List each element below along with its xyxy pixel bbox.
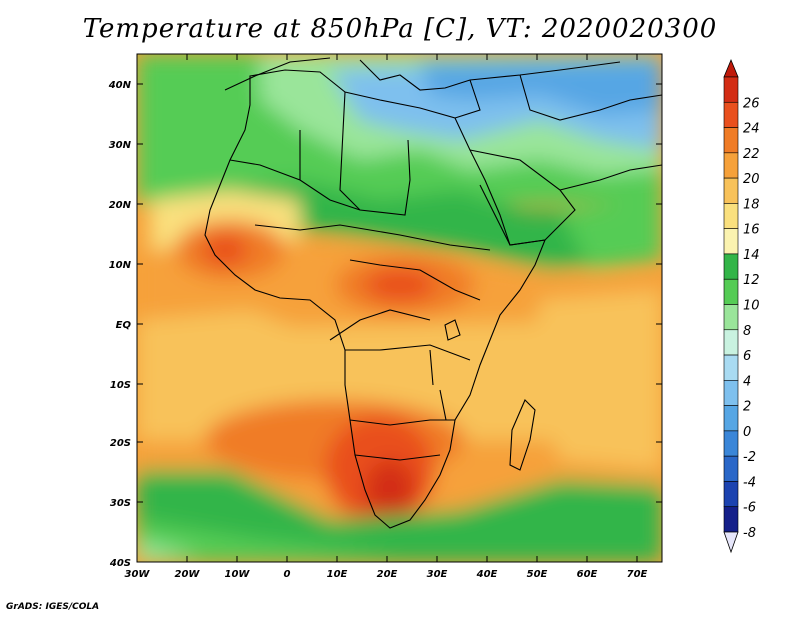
colorbar-swatch bbox=[723, 127, 739, 154]
colorbar-swatch bbox=[723, 380, 739, 406]
colorbar-swatch bbox=[723, 455, 739, 482]
colorbar-label: 10 bbox=[743, 299, 760, 314]
colorbar-label: -4 bbox=[743, 475, 756, 490]
colorbar-label: 24 bbox=[743, 122, 760, 137]
colorbar-label: 18 bbox=[743, 197, 760, 212]
colorbar-label: 14 bbox=[743, 248, 760, 263]
lon-label-10w: 10W bbox=[225, 569, 251, 580]
lat-label-40n: 40N bbox=[108, 80, 132, 91]
lon-label-30w: 30W bbox=[125, 569, 151, 580]
colorbar-label: 6 bbox=[743, 349, 751, 364]
lon-label-60e: 60E bbox=[577, 569, 598, 580]
lon-label-40e: 40E bbox=[476, 569, 498, 580]
lat-label-30n: 30N bbox=[109, 140, 132, 151]
map-title: Temperature at 850hPa [C], VT: 202002030… bbox=[82, 14, 718, 44]
grads-credit: GrADS: IGES/COLA bbox=[6, 602, 100, 612]
colorbar-label: 20 bbox=[743, 172, 760, 187]
colorbar-over-arrow bbox=[723, 58, 739, 78]
colorbar-swatch bbox=[723, 177, 739, 204]
lat-label-20s: 20S bbox=[110, 438, 131, 449]
lon-label-50e: 50E bbox=[527, 569, 548, 580]
colorbar-under-arrow bbox=[723, 531, 739, 554]
lon-label-70e: 70E bbox=[627, 569, 648, 580]
colorbar-swatch bbox=[723, 203, 739, 229]
lat-label-10n: 10N bbox=[109, 260, 132, 271]
colorbar-label: 16 bbox=[743, 223, 760, 238]
colorbar-label: 22 bbox=[743, 147, 760, 162]
lat-label-40s: 40S bbox=[109, 558, 131, 569]
colorbar-swatch bbox=[723, 304, 739, 331]
colorbar-swatch bbox=[723, 76, 739, 103]
lon-label-0: 0 bbox=[284, 569, 291, 580]
colorbar-swatch bbox=[723, 152, 739, 179]
lat-label-10s: 10S bbox=[110, 380, 131, 391]
lon-axis: 30W 20W 10W 0 10E 20E 30E 40E 50E 60E 70… bbox=[125, 54, 648, 580]
lat-label-eq: EQ bbox=[116, 320, 132, 331]
colorbar-label: 4 bbox=[743, 374, 751, 389]
lon-label-20e: 20E bbox=[377, 569, 398, 580]
colorbar-label: 0 bbox=[743, 425, 751, 440]
lon-label-10e: 10E bbox=[327, 569, 348, 580]
colorbar-swatch bbox=[723, 481, 739, 508]
colorbar-label: 8 bbox=[743, 324, 751, 339]
temperature-field bbox=[137, 54, 662, 562]
colorbar-swatch bbox=[723, 506, 739, 533]
colorbar-swatch bbox=[723, 228, 739, 255]
colorbar-swatch bbox=[723, 430, 739, 457]
lon-label-20w: 20W bbox=[175, 569, 201, 580]
lat-label-20n: 20N bbox=[109, 200, 132, 211]
colorbar-label: 12 bbox=[743, 273, 760, 288]
colorbar-swatch bbox=[723, 354, 739, 381]
colorbar-swatch bbox=[723, 405, 739, 432]
colorbar-swatch bbox=[723, 278, 739, 305]
colorbar-swatch bbox=[723, 253, 739, 280]
colorbar-swatch bbox=[723, 101, 739, 128]
colorbar-label: -2 bbox=[743, 450, 756, 465]
colorbar-label: 26 bbox=[743, 96, 760, 111]
colorbar-label: 2 bbox=[743, 400, 751, 415]
lat-label-30s: 30S bbox=[110, 498, 131, 509]
colorbar-label: -8 bbox=[743, 526, 756, 541]
lat-axis: 40N 30N 20N 10N EQ 10S 20S 30S 40S bbox=[108, 80, 662, 569]
colorbar-label: -6 bbox=[743, 501, 756, 516]
colorbar-swatch bbox=[723, 329, 739, 356]
lon-label-30e: 30E bbox=[427, 569, 448, 580]
plot-frame bbox=[136, 53, 663, 563]
